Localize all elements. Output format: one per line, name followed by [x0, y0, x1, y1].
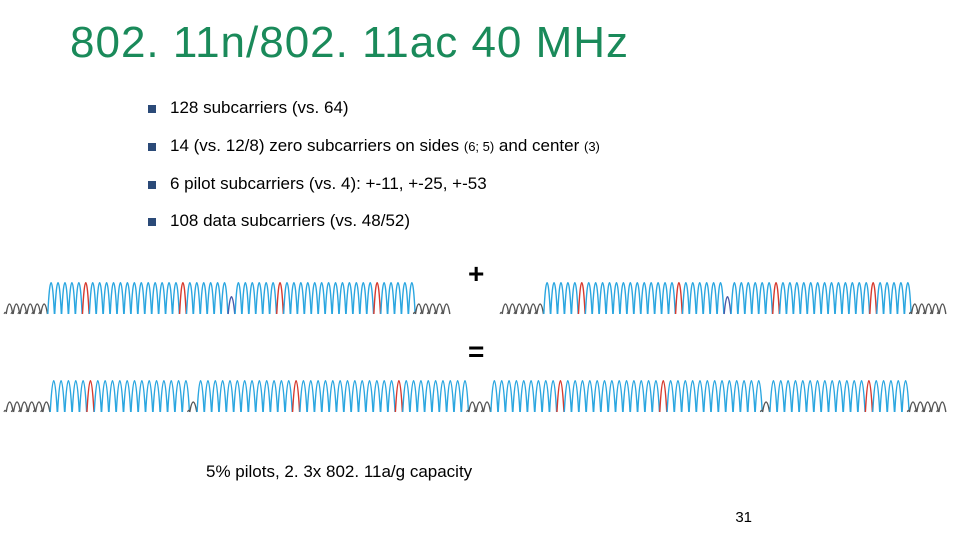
bullet-text: 14 (vs. 12/8) zero subcarriers on sides …	[170, 134, 600, 158]
bullet-marker	[148, 143, 156, 151]
slide-title: 802. 11n/802. 11ac 40 MHz	[70, 18, 629, 68]
bullet-marker	[148, 218, 156, 226]
bullet-text: 128 subcarriers (vs. 64)	[170, 96, 349, 120]
bullet-text: 108 data subcarriers (vs. 48/52)	[170, 209, 410, 233]
plus-symbol: +	[468, 258, 484, 290]
spectrum-bottom-svg	[0, 370, 960, 422]
bullet-item: 6 pilot subcarriers (vs. 4): +-11, +-25,…	[148, 172, 848, 196]
bullet-item: 128 subcarriers (vs. 64)	[148, 96, 848, 120]
spectrum-bottom-row	[0, 370, 960, 422]
bullet-item: 14 (vs. 12/8) zero subcarriers on sides …	[148, 134, 848, 158]
bullet-marker	[148, 181, 156, 189]
equals-symbol: =	[468, 336, 484, 368]
page-number: 31	[735, 509, 752, 526]
spectrum-top-row: +	[0, 272, 960, 324]
bullet-marker	[148, 105, 156, 113]
bullet-item: 108 data subcarriers (vs. 48/52)	[148, 209, 848, 233]
bullet-list: 128 subcarriers (vs. 64) 14 (vs. 12/8) z…	[148, 96, 848, 247]
footer-note: 5% pilots, 2. 3x 802. 11a/g capacity	[206, 462, 472, 482]
equals-row: =	[0, 334, 960, 368]
bullet-text: 6 pilot subcarriers (vs. 4): +-11, +-25,…	[170, 172, 487, 196]
